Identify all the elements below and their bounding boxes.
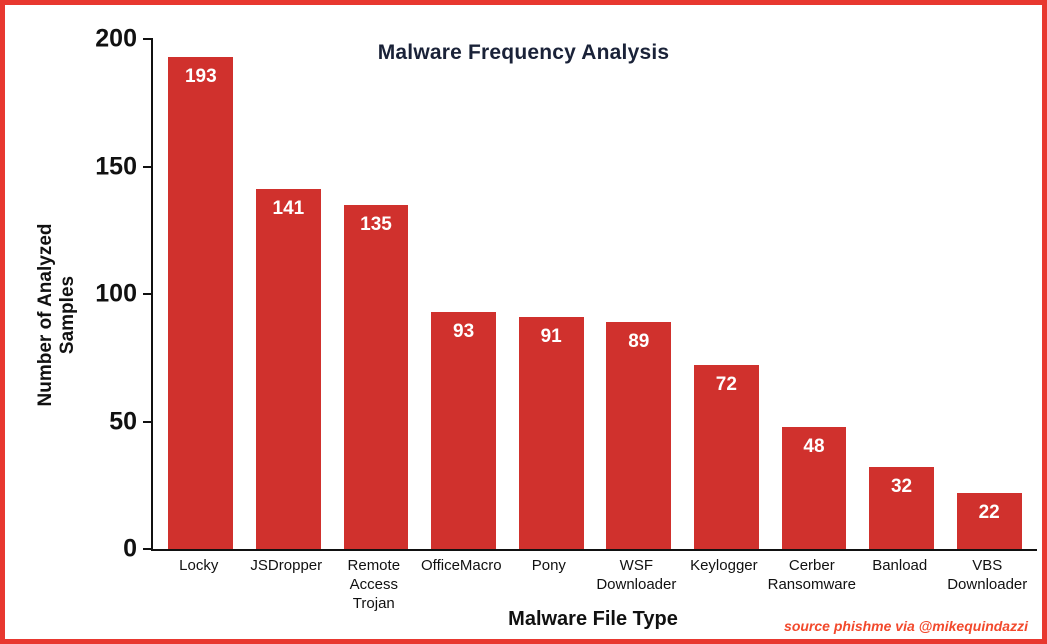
x-tick-label: Locky	[179, 557, 219, 574]
x-tick-label: Banload	[872, 557, 928, 574]
bar-value-label: 48	[803, 435, 825, 457]
x-tick-label: VBS Downloader	[947, 557, 1028, 593]
bar-slot: 89	[595, 39, 683, 549]
bar: 32	[869, 467, 934, 549]
bar-slot: 32	[858, 39, 946, 549]
bar-slot: 48	[770, 39, 858, 549]
bar-slot: 72	[683, 39, 771, 549]
bar-slot: 93	[420, 39, 508, 549]
bar: 48	[781, 426, 847, 549]
y-tick-label: 100	[95, 279, 137, 308]
bar: 22	[956, 492, 1022, 549]
bar: 72	[693, 365, 759, 549]
y-tick-mark	[143, 165, 153, 168]
bar-value-label: 141	[272, 198, 305, 220]
bar: 89	[606, 322, 672, 549]
x-tick-label: Cerber Ransomware	[767, 557, 856, 593]
bar-value-label: 193	[184, 65, 217, 87]
y-axis-label: Number of Analyzed Samples	[35, 223, 78, 407]
bar-value-label: 32	[890, 476, 913, 498]
bar-value-label: 22	[978, 501, 1000, 523]
bar-value-label: 72	[715, 374, 737, 396]
bar: 91	[518, 316, 584, 549]
y-tick-mark	[143, 420, 153, 423]
bar-value-label: 93	[453, 320, 475, 342]
bars-row: 193 141 135 93 91 89 72 48 32 22	[153, 39, 1037, 549]
bar: 93	[431, 311, 496, 549]
plot-area: 193 141 135 93 91 89 72 48 32 22 0 50 100 150 200	[95, 25, 1037, 563]
x-tick-label: Remote Access Trojan	[347, 557, 401, 612]
x-tick-label: OfficeMacro	[421, 557, 502, 574]
bar-slot: 22	[945, 39, 1033, 549]
bar-slot: 141	[245, 39, 333, 549]
bar: 193	[168, 56, 234, 549]
x-tick-label: WSF Downloader	[596, 557, 677, 593]
bar: 141	[255, 189, 321, 549]
y-tick-label: 0	[123, 534, 137, 563]
y-tick-label: 50	[109, 407, 137, 435]
bar-value-label: 135	[360, 213, 392, 235]
y-tick-mark	[143, 38, 153, 40]
bar-value-label: 91	[540, 325, 562, 347]
y-tick-label: 150	[95, 152, 137, 180]
bar: 135	[343, 204, 409, 549]
y-tick-mark	[143, 548, 153, 550]
source-credit: source phishme via @mikequindazzi	[784, 618, 1028, 634]
x-labels-row: Locky JSDropper Remote Access Trojan Office…	[151, 557, 1035, 613]
x-tick-label: Keylogger	[690, 557, 758, 574]
x-tick-label: Pony	[531, 557, 566, 574]
bar-slot: 91	[507, 39, 595, 549]
y-tick-label: 200	[95, 24, 137, 53]
x-axis-label: Malware File Type	[508, 608, 678, 630]
x-tick-label: JSDropper	[250, 557, 323, 574]
y-tick-mark	[143, 293, 153, 295]
bar-slot: 193	[157, 39, 245, 549]
bar-value-label: 89	[628, 331, 650, 353]
bar-slot: 135	[332, 39, 420, 549]
chart-title: Malware Frequency Analysis	[377, 41, 670, 64]
